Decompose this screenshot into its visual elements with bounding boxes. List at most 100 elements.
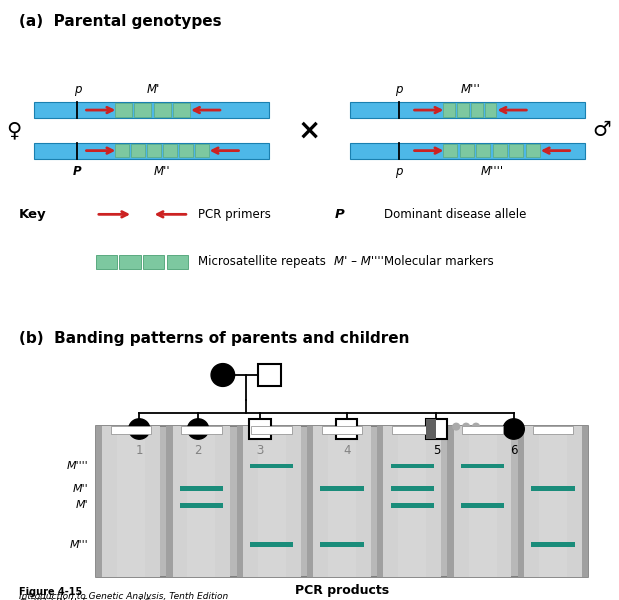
Bar (531, 542, 574, 547)
Bar (443, 103, 455, 117)
Bar (102, 426, 160, 577)
Bar (154, 103, 171, 117)
Bar (179, 144, 193, 157)
Bar (582, 426, 588, 577)
Text: ×: × (298, 116, 321, 145)
Bar (531, 487, 574, 491)
Text: Microsatellite repeats: Microsatellite repeats (198, 256, 326, 268)
Bar (526, 144, 540, 157)
Bar (443, 144, 457, 157)
Bar (524, 426, 582, 577)
Text: P: P (73, 164, 82, 178)
Bar (460, 144, 474, 157)
Bar (469, 426, 496, 577)
Circle shape (463, 423, 470, 430)
Bar (147, 144, 161, 157)
Bar (249, 419, 271, 439)
Bar (398, 426, 426, 577)
Bar (250, 542, 293, 547)
Bar (131, 144, 145, 157)
Bar (115, 103, 132, 117)
Bar (143, 255, 164, 269)
Bar (163, 144, 176, 157)
Text: p: p (74, 83, 81, 96)
Bar (532, 426, 573, 434)
Bar (250, 464, 293, 469)
Bar (117, 426, 145, 577)
Text: 2: 2 (194, 444, 202, 457)
Text: P: P (334, 208, 344, 221)
Text: 5: 5 (433, 444, 440, 457)
Text: 4: 4 (343, 444, 350, 457)
Text: M' – M'''': M' – M'''' (334, 256, 384, 268)
Text: (a)  Parental genotypes: (a) Parental genotypes (19, 14, 221, 29)
Bar (258, 426, 286, 577)
Text: M'''': M'''' (480, 164, 504, 178)
Bar (517, 426, 524, 577)
Bar (34, 102, 269, 118)
Text: ♀: ♀ (6, 121, 21, 140)
Bar (476, 144, 490, 157)
Bar (180, 503, 223, 508)
Bar (336, 419, 357, 439)
Bar (167, 426, 173, 577)
Bar (426, 419, 436, 439)
Bar (471, 103, 483, 117)
Bar (328, 426, 356, 577)
Bar (180, 487, 223, 491)
Bar (322, 426, 362, 434)
Bar (96, 426, 102, 577)
Bar (115, 144, 129, 157)
Bar (539, 426, 567, 577)
Text: Introduction to Genetic Analysis, Tenth Edition: Introduction to Genetic Analysis, Tenth … (19, 592, 228, 600)
Circle shape (211, 364, 235, 386)
Bar (195, 144, 209, 157)
Circle shape (129, 419, 150, 439)
Bar (384, 426, 441, 577)
Bar (350, 102, 585, 118)
Text: M'': M'' (154, 164, 171, 178)
Bar (391, 487, 434, 491)
Circle shape (503, 419, 524, 439)
Bar (320, 542, 364, 547)
Text: 6: 6 (510, 444, 517, 457)
Text: M''': M''' (461, 83, 480, 96)
Text: 3: 3 (256, 444, 264, 457)
Bar (461, 503, 504, 508)
Bar (173, 426, 230, 577)
Bar (96, 255, 117, 269)
Bar (391, 464, 434, 469)
Bar (258, 364, 281, 386)
Circle shape (473, 423, 480, 430)
Text: (b)  Banding patterns of parents and children: (b) Banding patterns of parents and chil… (19, 331, 409, 346)
Text: p: p (396, 83, 403, 96)
Bar (320, 487, 364, 491)
Text: M'''': M'''' (67, 461, 89, 471)
Bar (461, 464, 504, 469)
Bar (391, 503, 434, 508)
Bar (485, 103, 496, 117)
Text: ♂: ♂ (592, 121, 611, 140)
Bar (173, 103, 190, 117)
Bar (457, 103, 469, 117)
Bar (251, 426, 292, 434)
Text: p: p (396, 164, 403, 178)
Text: 1: 1 (136, 444, 143, 457)
Text: Dominant disease allele: Dominant disease allele (384, 208, 526, 221)
Bar (111, 426, 152, 434)
Bar (392, 426, 433, 434)
Bar (493, 144, 507, 157)
Bar (307, 426, 313, 577)
Bar (426, 419, 447, 439)
Bar (134, 103, 152, 117)
Bar (181, 426, 222, 434)
Text: PCR primers: PCR primers (198, 208, 271, 221)
Bar (188, 426, 215, 577)
Bar (34, 143, 269, 159)
Text: Figure 4-15: Figure 4-15 (19, 587, 82, 597)
Text: © 2012 W. H. Freeman and Company: © 2012 W. H. Freeman and Company (19, 598, 187, 600)
Text: M''': M''' (70, 539, 89, 550)
Text: PCR products: PCR products (295, 584, 389, 598)
Bar (454, 426, 511, 577)
Bar (119, 255, 141, 269)
